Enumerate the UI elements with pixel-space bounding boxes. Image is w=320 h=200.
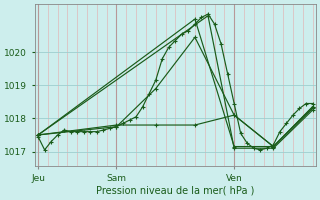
X-axis label: Pression niveau de la mer( hPa ): Pression niveau de la mer( hPa ) — [96, 186, 254, 196]
